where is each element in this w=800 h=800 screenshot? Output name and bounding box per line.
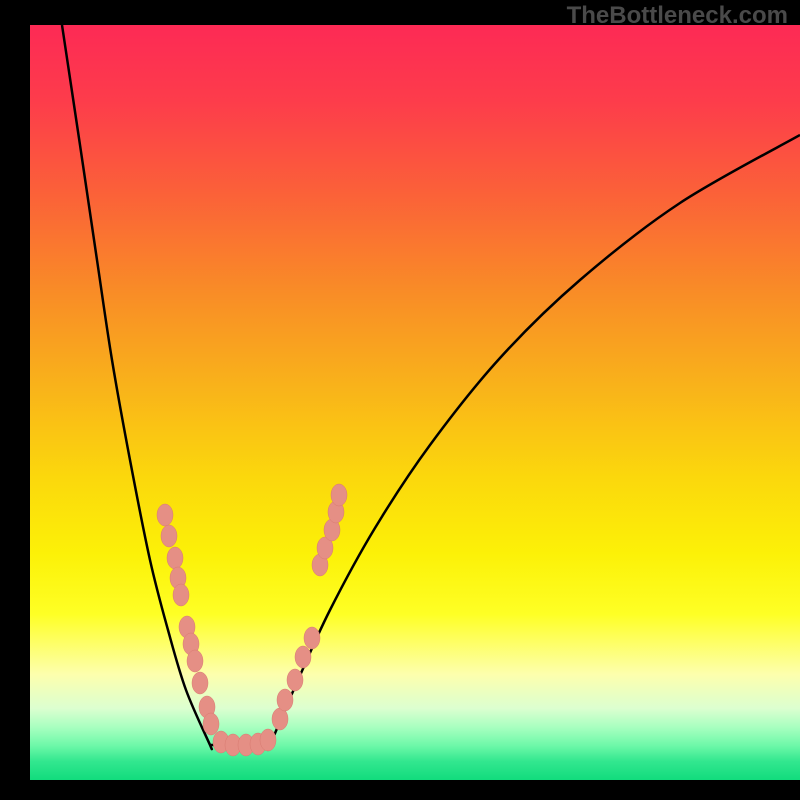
watermark-text: TheBottleneck.com	[567, 2, 788, 30]
plot-area	[30, 25, 800, 780]
chart-container: TheBottleneck.com	[0, 0, 800, 800]
